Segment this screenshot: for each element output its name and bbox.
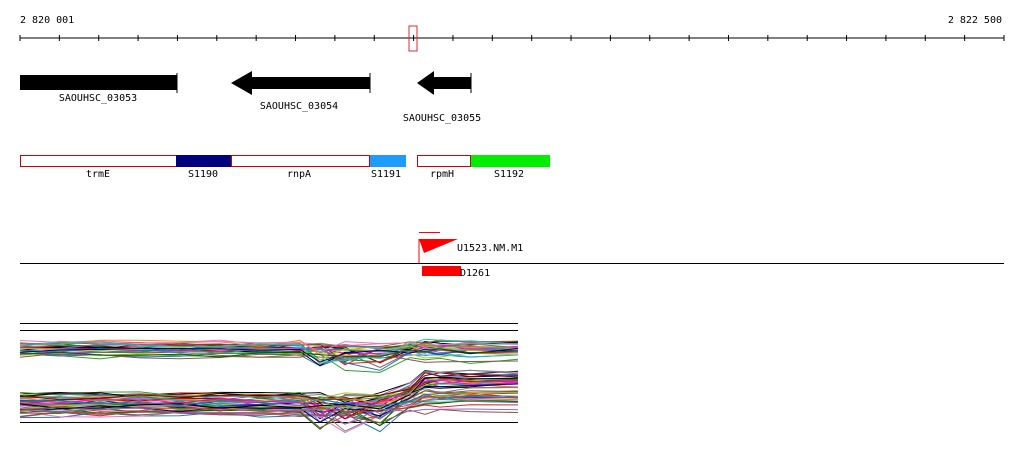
feature-rnpa[interactable] [231,155,370,167]
feature-label-s1192: S1192 [494,169,524,180]
gene-saouhsc-03053[interactable]: SAOUHSC_03053 [20,73,178,104]
profile-lines [19,338,519,434]
element-d1261[interactable] [422,266,461,276]
ruler-start-label: 2 820 001 [20,15,74,26]
profile-line [19,407,519,425]
feature-label-rnpa: rnpA [287,169,311,180]
feature-label-rpmh: rpmH [430,169,454,180]
feature-track: trmE S1190 rnpA S1191 rpmH S1192 [20,155,550,180]
gene-label: SAOUHSC_03055 [403,113,481,124]
feature-s1192[interactable] [471,155,550,167]
profile-line [19,387,519,411]
feature-rpmh[interactable] [417,155,471,167]
gene-arrow[interactable] [231,71,370,95]
profile-line [19,341,519,367]
coordinate-ruler: 2 820 001 2 822 500 [19,15,1005,52]
profile-line [19,376,519,410]
element-track: U1523.NM.M1 D1261 [20,232,1004,279]
ruler-end-label: 2 822 500 [948,15,1002,26]
gene-arrow[interactable] [417,71,471,95]
gene-label: SAOUHSC_03054 [260,101,338,112]
profile-line [19,390,519,429]
element-label-u1523: U1523.NM.M1 [457,243,523,254]
profile-line [19,348,519,358]
gene-track: SAOUHSC_03053 SAOUHSC_03054 SAOUHSC_0305… [20,71,481,124]
feature-label-trme: trmE [86,169,110,180]
feature-label-s1190: S1190 [188,169,218,180]
element-label-d1261: D1261 [460,268,490,279]
position-cursor-box[interactable] [408,25,418,52]
profile-line [19,399,519,430]
profile-line [19,369,519,415]
profile-line [19,393,519,407]
expression-profile-panel [19,323,519,434]
feature-trme[interactable] [20,155,177,167]
gene-saouhsc-03055[interactable]: SAOUHSC_03055 [403,71,481,124]
profile-line [19,339,518,348]
element-u1523-nm-m1[interactable] [419,239,458,253]
feature-s1190[interactable] [176,155,231,167]
profile-line [19,347,519,363]
gene-arrow[interactable] [20,75,177,90]
profile-line [19,372,519,401]
ruler-ticks [19,35,1005,41]
feature-label-s1191: S1191 [371,169,401,180]
gene-label: SAOUHSC_03053 [59,93,137,104]
feature-s1191[interactable] [370,155,406,167]
gene-saouhsc-03054[interactable]: SAOUHSC_03054 [231,71,371,112]
